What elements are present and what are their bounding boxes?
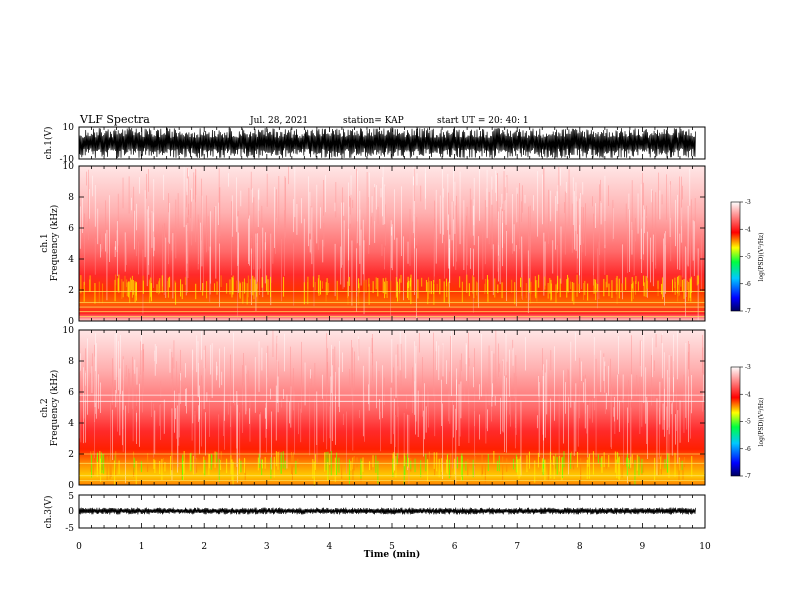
ch3-ytick-bottom: -5 xyxy=(65,524,74,534)
x-tick-label: 9 xyxy=(640,542,646,552)
x-tick-label: 5 xyxy=(389,542,395,552)
colorbar-tick-label: -3 xyxy=(745,364,751,371)
ch1-spectrogram-ylabel: Frequency (kHz) xyxy=(49,205,60,282)
y-tick-label: 6 xyxy=(68,388,74,398)
y-tick-label: 4 xyxy=(68,419,74,429)
ch2-spectrogram-channel-label: ch.2 xyxy=(40,398,50,417)
ch1-waveform-trace xyxy=(78,127,696,159)
time-axis-label: Time (min) xyxy=(364,549,421,560)
ch2-spectrogram-ylabel: Frequency (kHz) xyxy=(49,370,60,447)
ch3-ytick-top: 5 xyxy=(68,492,74,502)
ch3-ylabel: ch.3(V) xyxy=(43,496,54,529)
y-tick-label: 2 xyxy=(68,286,74,296)
ch1-spectrogram-channel-label: ch.1 xyxy=(40,233,50,252)
ch1-colorbar xyxy=(730,201,741,312)
ch2-colorbar xyxy=(730,366,741,477)
ch2-colorbar-ticks: -3 -4 -5 -6 -7 xyxy=(740,364,751,480)
ch2-spectrogram-yticks: 0 2 4 6 8 10 xyxy=(63,326,705,491)
time-axis-ticks: 0 1 2 3 4 5 6 7 8 9 10 xyxy=(76,127,711,552)
y-tick-label: 4 xyxy=(68,255,74,265)
x-tick-label: 8 xyxy=(577,542,583,552)
colorbar-tick-label: -6 xyxy=(745,446,751,453)
ch1-colorbar-label: log(PSD)(V²/Hz) xyxy=(758,233,765,282)
y-tick-label: 8 xyxy=(68,193,74,203)
x-tick-label: 6 xyxy=(452,542,458,552)
waveform-path xyxy=(78,507,696,515)
ch3-ytick-middle: 0 xyxy=(68,507,74,517)
y-tick-label: 0 xyxy=(68,317,74,327)
y-tick-label: 0 xyxy=(68,481,74,491)
ch1-waveform-panel: 10 -10 ch.1(V) xyxy=(43,123,706,165)
x-tick-label: 7 xyxy=(514,542,520,552)
ch3-waveform-panel: 5 0 -5 ch.3(V) xyxy=(43,492,706,534)
y-tick-label: 6 xyxy=(68,224,74,234)
colorbar-tick-label: -4 xyxy=(745,391,751,398)
header-station: station= KAP xyxy=(343,116,404,126)
ch2-colorbar-label: log(PSD)(V²/Hz) xyxy=(758,398,765,447)
header-date: Jul. 28, 2021 xyxy=(249,116,308,126)
x-tick-label: 10 xyxy=(699,542,711,552)
figure-title: VLF Spectra xyxy=(79,113,150,126)
colorbar-tick-label: -7 xyxy=(745,473,751,480)
ch1-spectrogram-yticks: 0 2 4 6 8 10 xyxy=(63,162,705,327)
colorbar-tick-label: -5 xyxy=(745,254,751,261)
ch1-ylabel: ch.1(V) xyxy=(43,127,54,160)
ch1-colorbar-ticks: -3 -4 -5 -6 -7 xyxy=(740,199,751,315)
ch1-ytick-top: 10 xyxy=(63,123,75,133)
y-tick-label: 10 xyxy=(63,326,75,336)
colorbar-tick-label: -6 xyxy=(745,281,751,288)
x-tick-label: 2 xyxy=(201,542,207,552)
x-tick-label: 1 xyxy=(139,542,145,552)
x-tick-label: 0 xyxy=(76,542,82,552)
header-start-time: start UT = 20: 40: 1 xyxy=(437,116,529,126)
colorbar-tick-label: -7 xyxy=(745,308,751,315)
y-tick-label: 8 xyxy=(68,357,74,367)
colorbar-tick-label: -5 xyxy=(745,419,751,426)
ch1-ytick-bottom: -10 xyxy=(60,155,75,165)
y-tick-label: 10 xyxy=(63,162,75,172)
x-tick-label: 3 xyxy=(264,542,270,552)
colorbar-tick-label: -3 xyxy=(745,199,751,206)
ch1-spectrogram-texture xyxy=(79,166,705,321)
y-tick-label: 2 xyxy=(68,450,74,460)
ch3-waveform-trace xyxy=(78,507,696,515)
colorbar-tick-label: -4 xyxy=(745,226,751,233)
waveform-path xyxy=(78,127,696,159)
x-tick-label: 4 xyxy=(327,542,333,552)
